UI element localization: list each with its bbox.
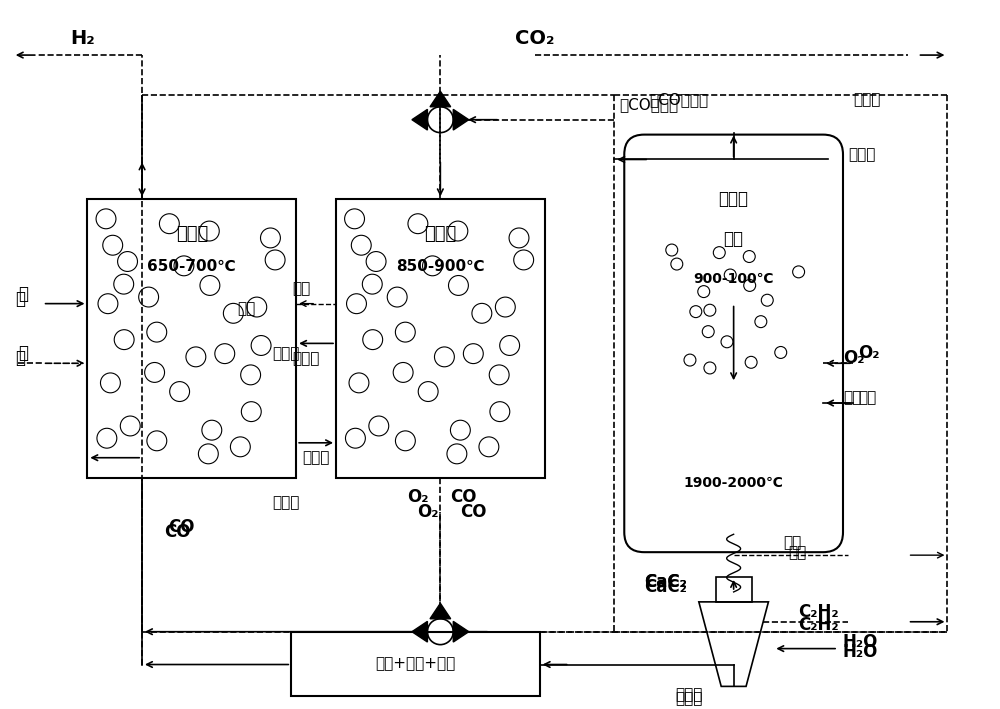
Text: CO: CO xyxy=(450,489,477,506)
Text: CaC₂: CaC₂ xyxy=(644,578,687,596)
Polygon shape xyxy=(430,91,451,107)
Text: CO: CO xyxy=(169,518,195,536)
Text: 水: 水 xyxy=(18,345,28,362)
Text: CaC₂: CaC₂ xyxy=(644,573,687,591)
Text: 煤: 煤 xyxy=(18,285,28,303)
Bar xyxy=(87,199,296,478)
Text: 电石渣: 电石渣 xyxy=(675,687,703,702)
Text: H₂O: H₂O xyxy=(843,632,878,651)
Text: 电石渣: 电石渣 xyxy=(675,691,703,706)
Text: H₂O: H₂O xyxy=(843,642,878,661)
Text: O₂: O₂ xyxy=(417,503,438,521)
Text: 氧化钙: 氧化钙 xyxy=(292,351,320,366)
Bar xyxy=(291,632,540,696)
Text: 热量: 热量 xyxy=(237,301,256,316)
Polygon shape xyxy=(412,109,427,130)
Text: O₂: O₂ xyxy=(858,345,879,362)
Text: C₂H₂: C₂H₂ xyxy=(798,603,839,621)
Bar xyxy=(336,199,545,478)
Text: O₂: O₂ xyxy=(843,350,864,367)
Text: 850-900℃: 850-900℃ xyxy=(396,259,485,274)
Text: 煤: 煤 xyxy=(15,290,25,308)
Text: CO: CO xyxy=(460,503,487,521)
Text: 高炉: 高炉 xyxy=(724,230,744,248)
Polygon shape xyxy=(453,621,469,642)
Text: 富CO合成气: 富CO合成气 xyxy=(619,97,678,112)
Text: 碳酸钙: 碳酸钙 xyxy=(273,495,300,510)
Text: H₂: H₂ xyxy=(70,28,95,48)
Text: 氧化钙: 氧化钙 xyxy=(273,346,300,361)
Text: 1900-2000℃: 1900-2000℃ xyxy=(684,476,784,490)
Polygon shape xyxy=(430,603,451,619)
Text: C₂H₂: C₂H₂ xyxy=(798,615,839,634)
Text: 超声+除杂+煅烧: 超声+除杂+煅烧 xyxy=(375,657,456,671)
Text: 热量: 热量 xyxy=(292,281,310,296)
Text: 热量: 热量 xyxy=(788,545,807,559)
Text: 焦炭: 焦炭 xyxy=(858,391,876,406)
Text: CaC₂: CaC₂ xyxy=(644,573,687,591)
Text: CO₂: CO₂ xyxy=(515,28,555,48)
Text: CO: CO xyxy=(164,523,190,541)
Text: 焦炭: 焦炭 xyxy=(843,391,861,406)
Text: 气化炉: 气化炉 xyxy=(176,225,208,243)
Text: 氧热法: 氧热法 xyxy=(719,190,749,208)
Text: 富CO合成气: 富CO合成气 xyxy=(649,92,708,107)
Text: 650-700℃: 650-700℃ xyxy=(147,259,236,274)
Polygon shape xyxy=(453,109,469,130)
Text: 氧化钙: 氧化钙 xyxy=(853,92,880,107)
Text: 水: 水 xyxy=(15,350,25,367)
Bar xyxy=(716,577,752,602)
Text: 碳酸钙: 碳酸钙 xyxy=(302,450,330,465)
Text: O₂: O₂ xyxy=(407,489,428,506)
Polygon shape xyxy=(412,621,427,642)
Text: 氧化钙: 氧化钙 xyxy=(848,147,875,162)
Text: 煅烧炉: 煅烧炉 xyxy=(424,225,456,243)
Text: 900-100℃: 900-100℃ xyxy=(693,272,774,286)
Text: 热量: 热量 xyxy=(783,535,802,549)
